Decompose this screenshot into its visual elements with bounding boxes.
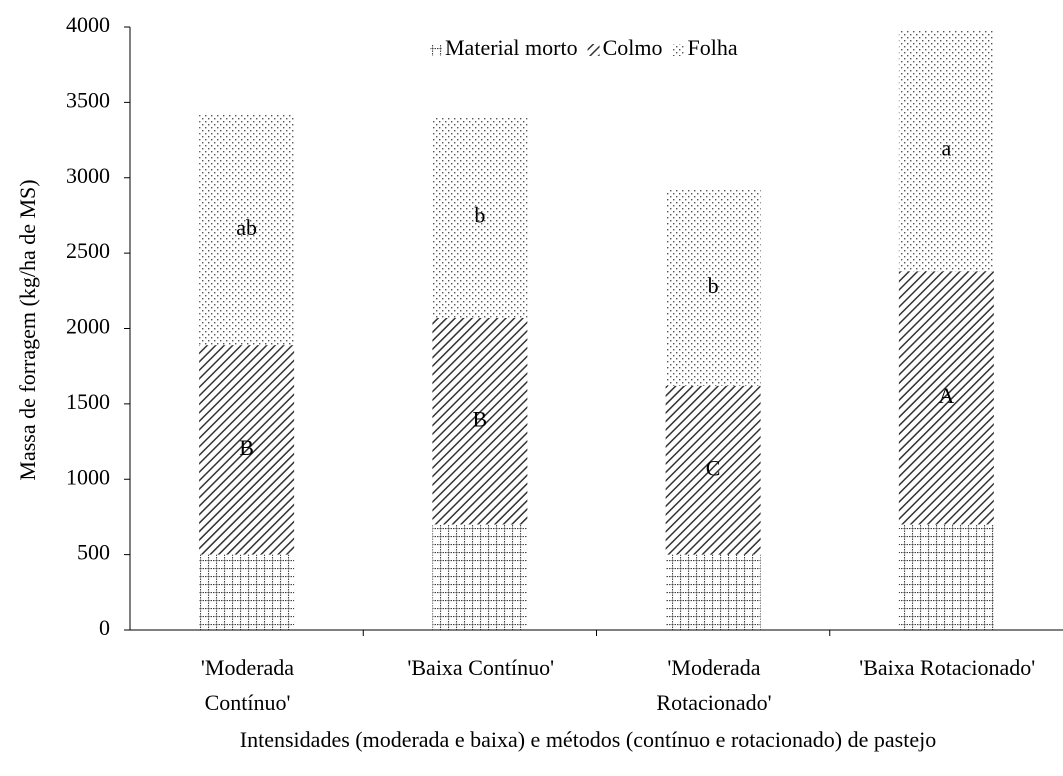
significance-letter: ab	[236, 215, 257, 240]
bar-segment	[898, 30, 994, 272]
significance-letter: B	[239, 435, 254, 460]
bar-segment	[432, 117, 528, 318]
x-tick-label: 'Moderada Rotacionado'	[656, 655, 772, 715]
y-tick-label: 1500	[66, 389, 110, 414]
bar-segment	[432, 524, 528, 630]
legend-swatch	[587, 44, 600, 56]
y-tick-label: 500	[77, 540, 110, 565]
significance-letter: a	[941, 136, 951, 161]
significance-letter: C	[706, 455, 721, 480]
significance-letter: A	[938, 383, 954, 408]
y-tick-label: 0	[99, 615, 110, 640]
bar-segment	[199, 345, 295, 555]
legend-label: Material morto	[445, 35, 578, 60]
y-tick-label: 3000	[66, 163, 110, 188]
y-axis-title: Massa de forragem (kg/ha de MS)	[15, 179, 40, 480]
x-tick-label: 'Moderada Contínuo'	[200, 655, 295, 715]
bar-segment	[665, 189, 761, 386]
bar-segment	[432, 317, 528, 525]
legend-label: Colmo	[603, 35, 663, 60]
bar-segment	[898, 524, 994, 630]
significance-letter: b	[708, 273, 719, 298]
y-tick-label: 4000	[66, 12, 110, 37]
bar-segment	[199, 114, 295, 346]
legend-label: Folha	[687, 35, 737, 60]
bar-segment	[665, 554, 761, 630]
y-tick-label: 2500	[66, 238, 110, 263]
x-tick-label: 'Baixa Rotacionado'	[859, 655, 1036, 680]
y-tick-label: 1000	[66, 464, 110, 489]
x-tick-label: 'Baixa Contínuo'	[407, 655, 555, 680]
bar-segment	[898, 271, 994, 525]
bar-segment	[199, 554, 295, 630]
legend-swatch	[672, 44, 685, 56]
y-tick-label: 3500	[66, 87, 110, 112]
bar-segment	[665, 385, 761, 555]
legend-swatch	[430, 44, 442, 56]
x-axis-title: Intensidades (moderada e baixa) e método…	[240, 727, 936, 752]
significance-letter: B	[473, 406, 488, 431]
y-tick-label: 2000	[66, 314, 110, 339]
significance-letter: b	[474, 203, 485, 228]
